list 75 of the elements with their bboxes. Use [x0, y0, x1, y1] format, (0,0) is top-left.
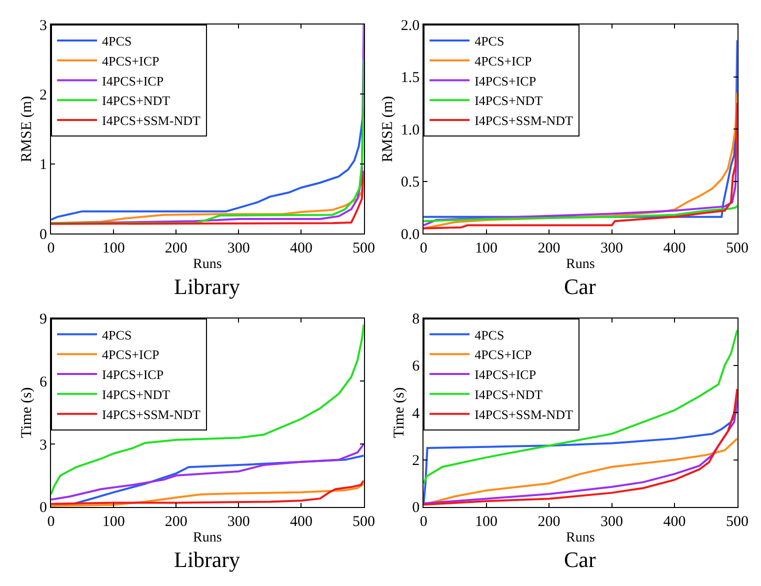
x-tick-label: 100 — [102, 240, 125, 257]
legend-label: I4PCS+NDT — [102, 386, 170, 402]
legend-label: 4PCS — [102, 34, 132, 49]
y-axis-title: RMSE (m) — [18, 96, 35, 162]
legend-label: I4PCS+NDT — [102, 93, 170, 108]
y-tick-label: 6 — [40, 374, 48, 390]
x-axis-title: Runs — [193, 256, 222, 272]
legend-label: I4PCS+NDT — [474, 93, 543, 108]
x-tick-label: 500 — [726, 240, 749, 257]
y-tick-label: 6 — [412, 358, 420, 375]
y-tick-label: 0 — [412, 500, 420, 516]
text: Car — [564, 547, 596, 572]
legend-label: I4PCS+ICP — [102, 73, 164, 88]
y-tick-label: 2 — [40, 87, 48, 104]
line-series — [51, 58, 364, 224]
y-tick-label: 0.5 — [400, 174, 420, 191]
x-tick-label: 200 — [164, 514, 188, 530]
text: Library — [174, 274, 240, 299]
x-axis-title: Runs — [566, 530, 595, 546]
legend-label: I4PCS+SSM-NDT — [474, 113, 573, 128]
line-series — [424, 204, 738, 222]
legend-label: I4PCS+SSM-NDT — [474, 406, 573, 422]
line-series — [51, 443, 364, 501]
x-tick-label: 400 — [663, 240, 686, 257]
y-tick-label: 0 — [40, 226, 48, 243]
x-tick-label: 200 — [164, 240, 188, 257]
x-tick-label: 500 — [352, 240, 376, 257]
y-tick-label: 3 — [40, 437, 48, 454]
x-tick-label: 500 — [352, 514, 376, 530]
x-tick-label: 400 — [290, 240, 312, 257]
y-axis-title: Time (s) — [18, 387, 35, 438]
legend-label: I4PCS+ICP — [102, 367, 164, 382]
y-tick-label: 1.0 — [400, 122, 420, 138]
x-tick-label: 400 — [663, 514, 686, 530]
y-tick-label: 8 — [412, 312, 420, 328]
x-tick-label: 300 — [227, 240, 250, 257]
text: Library — [174, 547, 240, 572]
y-tick-label: 1.5 — [400, 70, 420, 86]
x-tick-label: 300 — [600, 240, 624, 257]
legend-label: 4PCS — [102, 327, 132, 342]
legend-label: I4PCS+ICP — [474, 73, 536, 88]
y-tick-label: 0.0 — [400, 226, 420, 243]
legend-label: I4PCS+ICP — [474, 367, 536, 382]
line-series — [424, 329, 738, 484]
x-tick-label: 400 — [290, 514, 312, 530]
legend-label: I4PCS+SSM-NDT — [102, 406, 200, 422]
legend-label: 4PCS — [474, 34, 504, 49]
x-axis-title: Runs — [193, 530, 222, 546]
x-tick-label: 500 — [726, 514, 749, 530]
legend-label: 4PCS+ICP — [474, 347, 532, 362]
legend-label: 4PCS+ICP — [102, 53, 160, 68]
y-tick-label: 3 — [40, 18, 48, 34]
x-tick-label: 100 — [475, 514, 498, 530]
y-axis-title: RMSE (m) — [380, 96, 396, 162]
y-tick-label: 9 — [40, 312, 48, 328]
legend-label: 4PCS — [474, 327, 504, 342]
legend-label: 4PCS+ICP — [102, 347, 160, 362]
legend-label: 4PCS+ICP — [474, 53, 532, 68]
x-tick-label: 300 — [600, 514, 624, 530]
y-axis-title: Time (s) — [391, 387, 408, 438]
x-tick-label: 200 — [538, 240, 560, 257]
x-axis-title: Runs — [566, 256, 595, 272]
x-tick-label: 100 — [102, 514, 125, 530]
y-tick-label: 4 — [412, 406, 420, 422]
legend-label: I4PCS+NDT — [474, 386, 543, 402]
x-tick-label: 300 — [227, 514, 250, 530]
x-tick-label: 200 — [538, 514, 560, 530]
text: Car — [564, 274, 596, 299]
y-tick-label: 2.0 — [400, 18, 420, 34]
line-series — [51, 324, 364, 496]
x-tick-label: 100 — [475, 240, 498, 257]
y-tick-label: 1 — [40, 157, 48, 174]
y-tick-label: 0 — [40, 500, 48, 516]
y-tick-label: 2 — [412, 453, 420, 470]
legend-label: I4PCS+SSM-NDT — [102, 113, 200, 128]
